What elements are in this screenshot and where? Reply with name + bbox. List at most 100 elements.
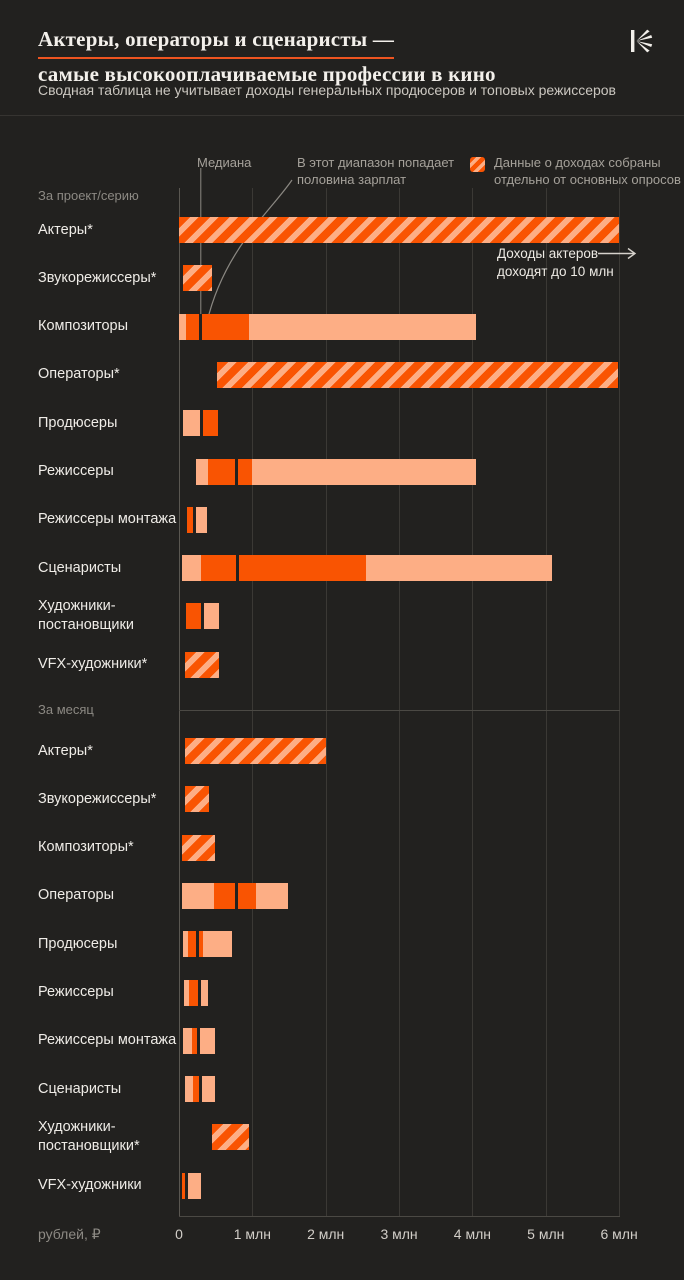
row-label: Режиссеры	[38, 984, 114, 1000]
axis-tick-label: 4 млн	[453, 1226, 491, 1242]
row-label: VFX-художники	[38, 1177, 142, 1194]
axis-tick-label: 0	[175, 1226, 183, 1242]
bar-segment-separate	[212, 1124, 249, 1151]
gridline-6 млн	[619, 188, 621, 1216]
bar-segment-range	[184, 979, 190, 1006]
arrow-right-icon	[598, 247, 637, 260]
bar-segment-range	[182, 931, 188, 958]
row-label: Актеры*	[38, 742, 93, 759]
median-line	[198, 1076, 202, 1103]
gridline-4 млн	[472, 188, 474, 1216]
median-line	[195, 931, 199, 958]
title-line1: Актеры, операторы и сценаристы —	[38, 24, 395, 59]
gridline-5 млн	[545, 188, 547, 1216]
median-line	[200, 603, 204, 630]
bar-segment-separate	[179, 217, 620, 243]
axis-tick-label: 6 млн	[600, 1226, 638, 1242]
bar-segment-iqr	[192, 1076, 201, 1103]
bar-segment-range	[199, 979, 209, 1006]
month-section-top-border	[179, 710, 621, 711]
gridline-2 млн	[325, 188, 327, 1216]
bar-segment-range	[256, 882, 289, 909]
bar-segment-range	[181, 882, 215, 909]
legend-striped-swatch	[470, 157, 485, 172]
bar-segment-separate	[182, 265, 212, 292]
bar-segment-range	[179, 313, 187, 340]
kinopoisk-logo-icon	[628, 27, 656, 55]
bar-segment-range	[181, 555, 201, 582]
axis-unit-label: рублей, ₽	[38, 1226, 101, 1242]
legend-iqr-note-line1: В этот диапазон попадает	[297, 155, 455, 170]
bar-segment-range	[184, 1076, 193, 1103]
bar-segment-iqr	[192, 1027, 199, 1054]
header-divider	[0, 115, 684, 116]
kinopoisk-k-glyph	[631, 29, 653, 53]
median-line	[200, 410, 204, 437]
bar-segment-range	[183, 410, 202, 437]
plot-bottom-border	[179, 1216, 621, 1217]
title-line2: самые высокооплачиваемые профессии в кин…	[38, 62, 496, 86]
row-label: Композиторы	[38, 318, 129, 335]
bar-segment-range	[182, 1027, 193, 1054]
row-label: Художники-постановщики	[38, 598, 134, 634]
row-label: Продюсеры	[38, 935, 118, 952]
row-label: Звукорежиссеры*	[38, 269, 157, 286]
page-title: Актеры, операторы и сценаристы — самые вы…	[38, 24, 496, 89]
bar-segment-range	[194, 506, 207, 533]
bar-segment-range	[203, 931, 232, 958]
bar-segment-range	[252, 458, 477, 485]
bar-segment-iqr	[189, 979, 200, 1006]
bar-segment-range	[195, 458, 209, 485]
axis-tick-label: 5 млн	[527, 1226, 565, 1242]
row-label: Звукорежиссеры*	[38, 790, 157, 807]
row-label: Режиссеры	[38, 463, 114, 479]
bar-segment-separate	[181, 834, 215, 861]
legend-separate-note: Данные о доходах собраны отдельно от осно…	[494, 154, 681, 188]
legend-iqr-note-line2: половина зарплат	[297, 172, 407, 187]
axis-tick-label: 1 млн	[233, 1226, 271, 1242]
row-label: Композиторы*	[38, 839, 134, 856]
bar-segment-iqr	[181, 1172, 187, 1199]
legend-median-label: Медиана	[197, 155, 252, 170]
bar-segment-iqr	[187, 931, 204, 958]
axis-tick-label: 3 млн	[380, 1226, 418, 1242]
bar-segment-range	[200, 1076, 215, 1103]
median-line	[184, 1172, 188, 1199]
row-label: Операторы*	[38, 366, 120, 383]
row-label: Режиссеры монтажа	[38, 1032, 177, 1049]
actors-income-note: Доходы актеров доходят до 10 млн	[497, 245, 614, 281]
bar-segment-iqr	[214, 882, 256, 909]
axis-tick-label: 2 млн	[307, 1226, 345, 1242]
bar-segment-range	[248, 313, 477, 340]
row-label: Сценаристы	[38, 1080, 122, 1097]
row-label: Актеры*	[38, 221, 93, 238]
bar-segment-iqr	[186, 313, 249, 340]
median-line	[197, 1027, 201, 1054]
median-line	[192, 506, 196, 533]
row-label: VFX-художники*	[38, 656, 148, 673]
actors-income-note-line1: Доходы актеров	[497, 246, 599, 261]
median-line	[198, 313, 202, 340]
median-line	[234, 458, 238, 485]
bar-segment-separate	[184, 651, 220, 678]
row-label: Режиссеры монтажа	[38, 511, 177, 528]
bar-segment-iqr	[186, 603, 203, 630]
row-label: Операторы	[38, 887, 115, 904]
bar-segment-range	[202, 603, 220, 630]
gridline-3 млн	[399, 188, 401, 1216]
bar-segment-separate	[184, 738, 326, 764]
bar-segment-iqr	[201, 410, 218, 437]
subtitle: Сводная таблица не учитывает доходы гене…	[38, 82, 616, 98]
bar-segment-range	[198, 1027, 215, 1054]
row-label: Художники-постановщики*	[38, 1119, 140, 1155]
bar-segment-iqr	[208, 458, 253, 485]
bar-segment-iqr	[187, 506, 195, 533]
bar-segment-range	[366, 555, 552, 582]
median-line	[236, 555, 240, 582]
median-line	[198, 979, 202, 1006]
bar-segment-range	[186, 1172, 201, 1199]
legend-separate-note-line2: отдельно от основных опросов	[494, 172, 681, 187]
median-line	[235, 882, 239, 909]
gridline-0	[179, 188, 180, 1216]
